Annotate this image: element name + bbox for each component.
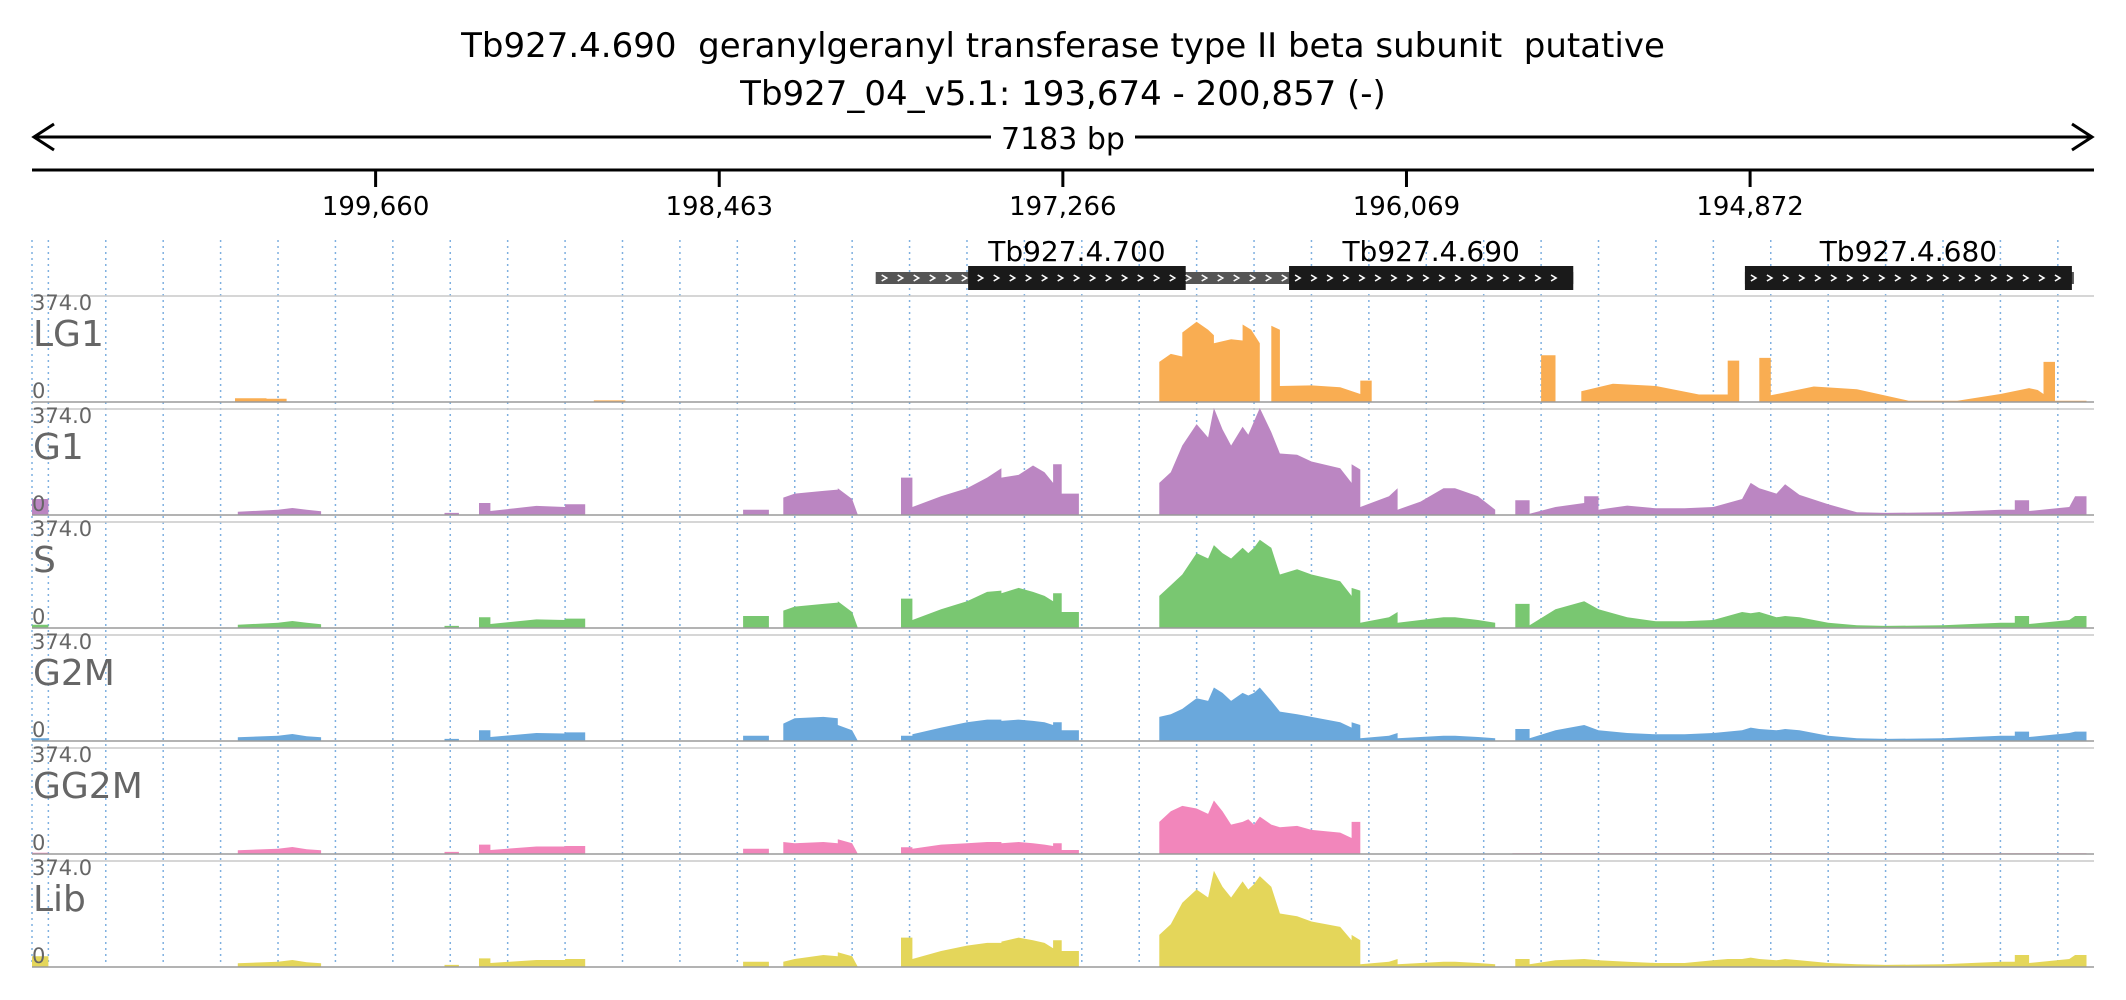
strand-arrows (1294, 274, 1558, 282)
track-lg1: 374.0 0 LG1 (32, 291, 2094, 403)
span-arrow-right-head (2071, 122, 2095, 152)
y-max-label: 374.0 (32, 291, 92, 315)
y-min-label: 0 (32, 605, 45, 629)
track-name-label: LG1 (33, 314, 104, 355)
y-min-label: 0 (32, 718, 45, 742)
coverage-area-s (32, 539, 2087, 628)
x-tick-label: 197,266 (1009, 192, 1117, 222)
gene-label: Tb927.4.690 (1341, 235, 1519, 268)
track-name-label: GG2M (33, 766, 143, 807)
track-g1: 374.0 0 G1 (32, 404, 2094, 516)
track-lib: 374.0 0 Lib (32, 856, 2094, 968)
x-tick-label: 194,872 (1696, 192, 1804, 222)
gene-cds-bar (968, 266, 1186, 290)
gene-model: Tb927.4.690 (1289, 235, 1574, 290)
span-arrow-left-head (31, 122, 55, 152)
y-max-label: 374.0 (32, 743, 92, 767)
chart-subtitle: Tb927_04_v5.1: 193,674 - 200,857 (-) (740, 74, 1386, 114)
gene-cds-bar (1744, 266, 2072, 290)
track-g2m: 374.0 0 G2M (32, 630, 2094, 742)
x-tick-label: 199,660 (322, 192, 430, 222)
y-min-label: 0 (32, 944, 45, 968)
span-length-text: 7183 bp (991, 122, 1135, 157)
y-min-label: 0 (32, 831, 45, 855)
coverage-area-g1 (32, 408, 2087, 515)
y-min-label: 0 (32, 492, 45, 516)
coverage-area-g2m (32, 687, 2087, 741)
y-max-label: 374.0 (32, 517, 92, 541)
track-s: 374.0 0 S (32, 517, 2094, 629)
track-gg2m: 374.0 0 GG2M (32, 743, 2094, 855)
track-name-label: G1 (33, 427, 84, 468)
track-name-label: G2M (33, 653, 115, 694)
x-tick-label: 196,069 (1353, 192, 1461, 222)
span-length-label: 7183 bp (0, 122, 2126, 157)
gene-label: Tb927.4.680 (1819, 235, 1997, 268)
coverage-area-gg2m (32, 800, 2087, 854)
gene-model: Tb927.4.700 (875, 235, 1390, 290)
y-max-label: 374.0 (32, 630, 92, 654)
y-max-label: 374.0 (32, 404, 92, 428)
gene-cds-bar (1289, 266, 1574, 290)
track-name-label: Lib (33, 879, 86, 920)
y-min-label: 0 (32, 379, 45, 403)
x-tick-label: 198,463 (665, 192, 773, 222)
coverage-area-lib (32, 870, 2087, 967)
gene-model: Tb927.4.680 (1744, 235, 2074, 290)
chart-title: Tb927.4.690 geranylgeranyl transferase t… (461, 26, 1665, 66)
gene-label: Tb927.4.700 (987, 235, 1165, 268)
y-max-label: 374.0 (32, 856, 92, 880)
strand-arrows (1750, 274, 2062, 282)
coverage-area-lg1 (235, 321, 2087, 402)
track-name-label: S (33, 540, 56, 581)
